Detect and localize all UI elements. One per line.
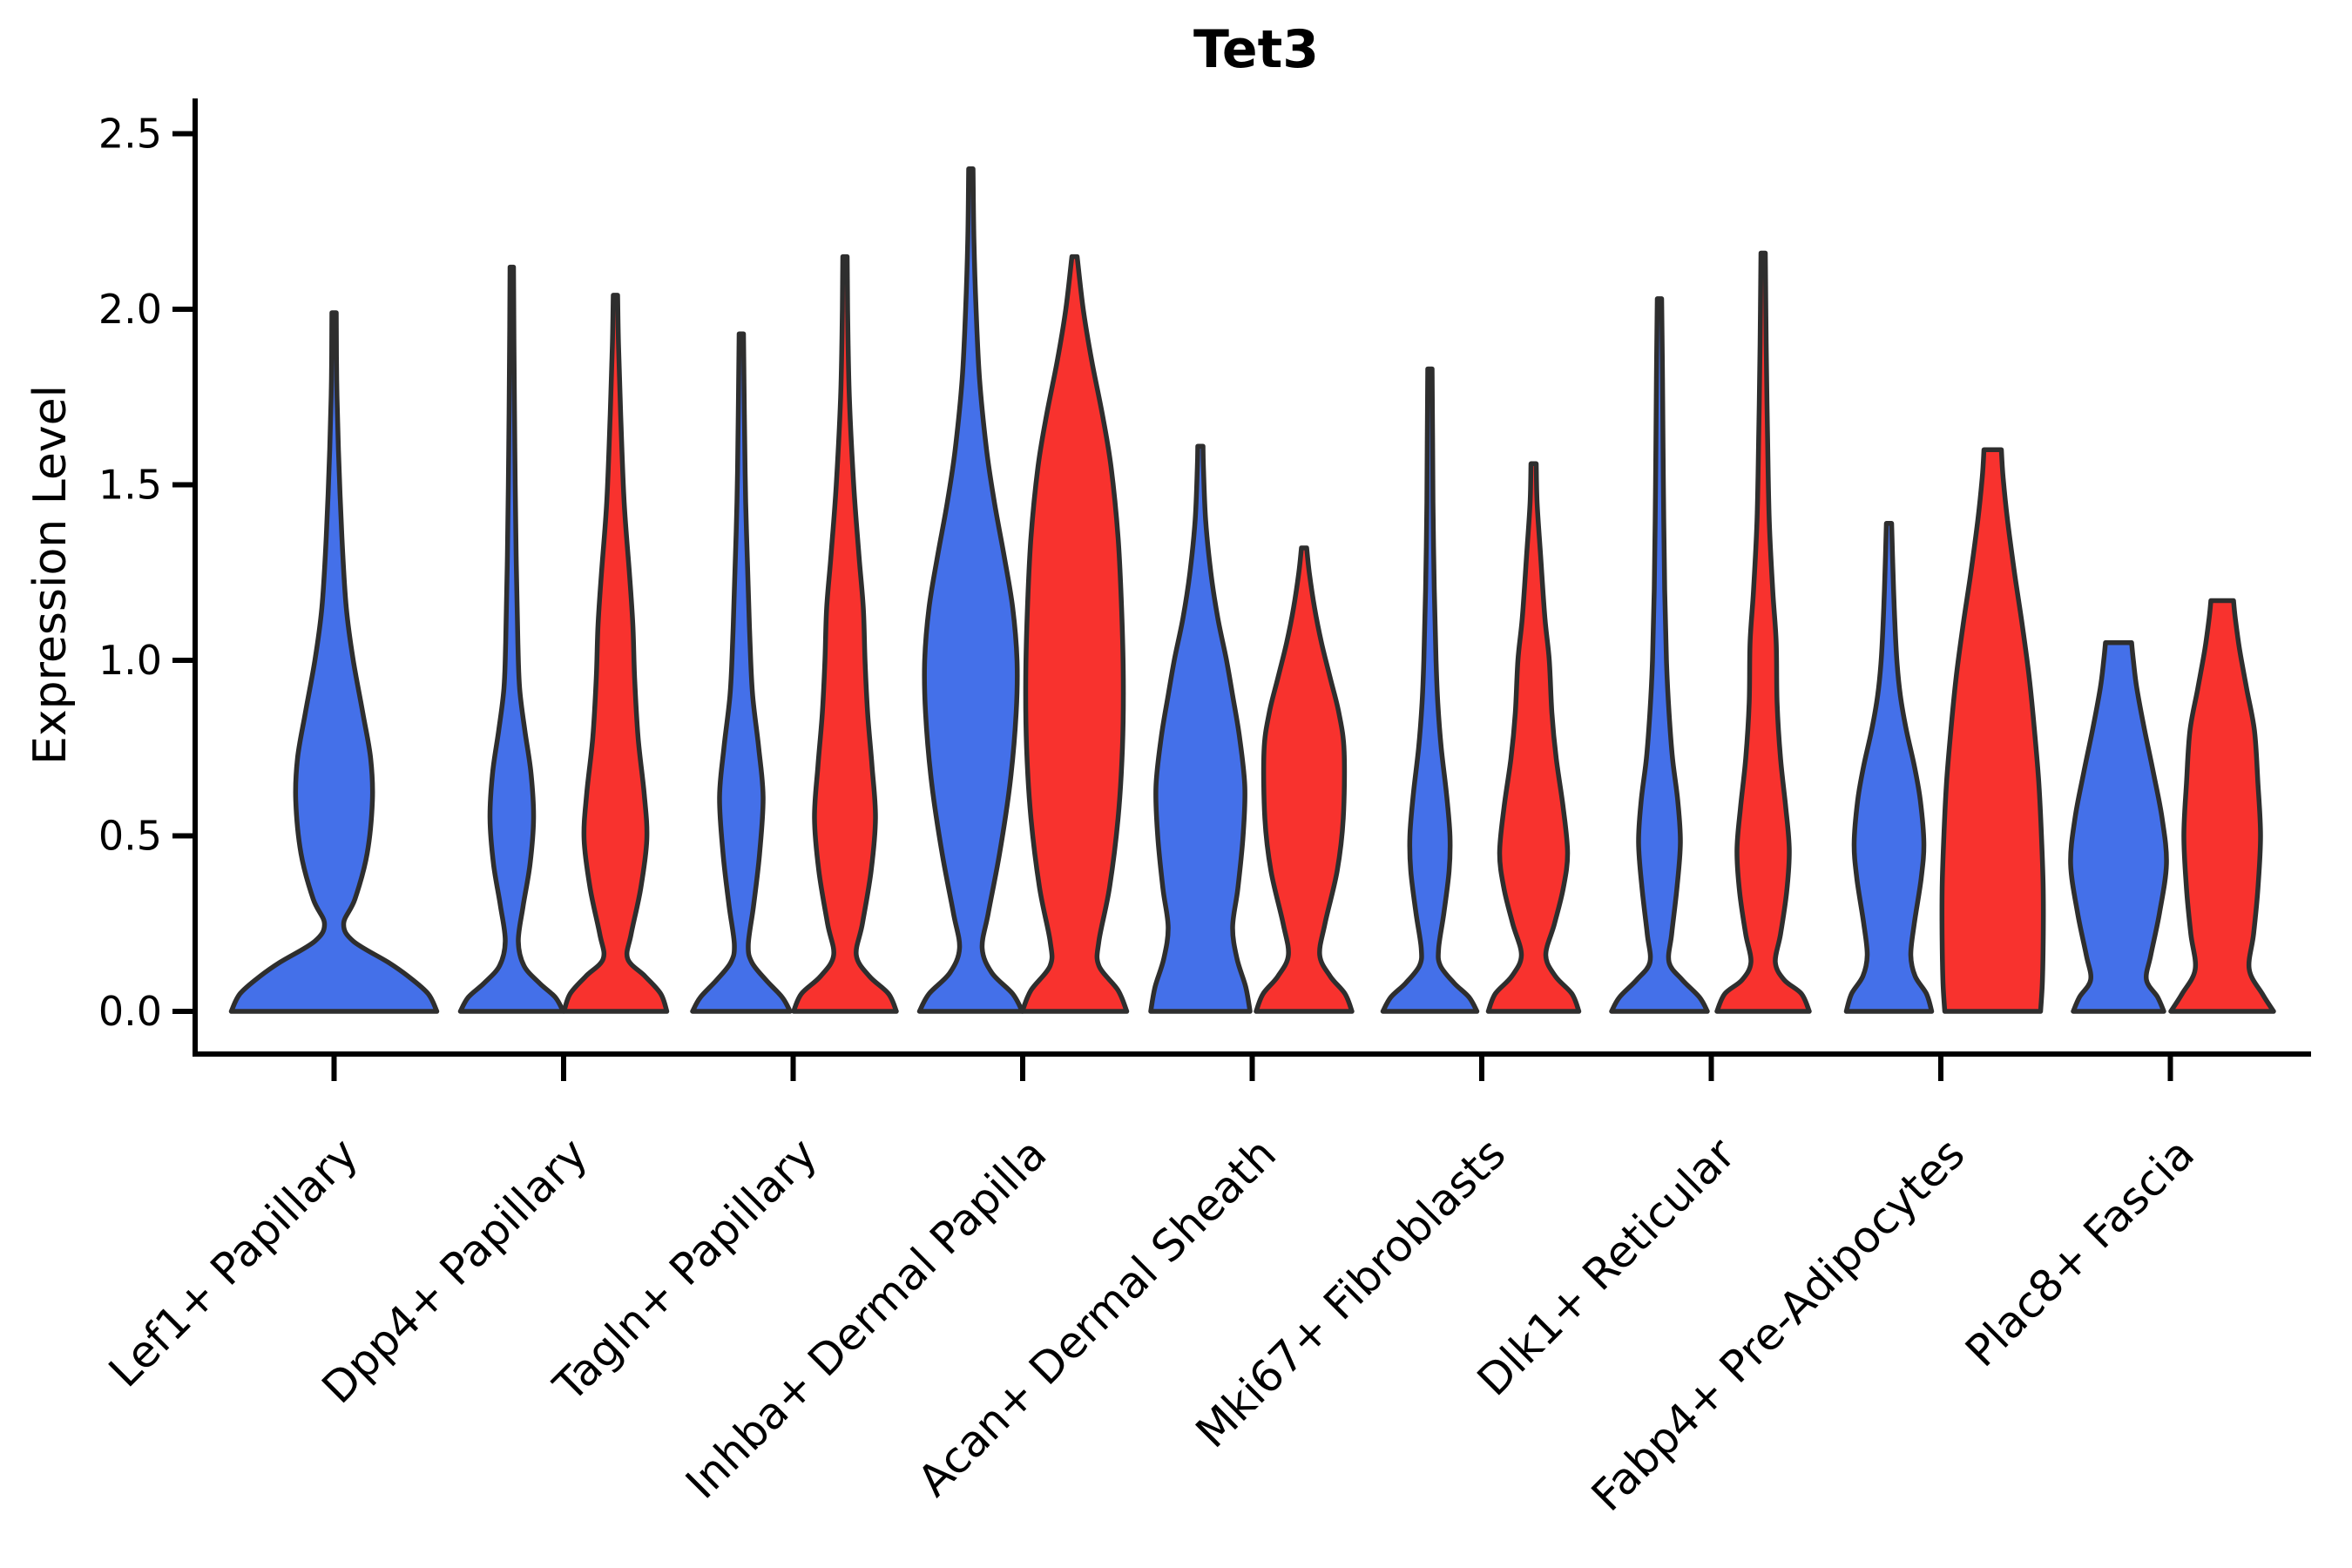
- violin-blue-lef1: [228, 310, 440, 1014]
- y-tick-label: 2.5: [98, 111, 162, 158]
- violin-red-dpp4: [561, 293, 670, 1014]
- violin-blue-mki67: [1380, 366, 1480, 1014]
- y-tick-label: 0.5: [98, 813, 162, 860]
- x-tick-label-lef1: Lef1+ Papillary: [99, 1128, 368, 1396]
- violin-blue-acan: [1148, 443, 1253, 1014]
- violin-red-plac8: [2168, 598, 2276, 1014]
- violin-red-fabp4: [1939, 447, 2046, 1014]
- violin-blue-dlk1: [1609, 296, 1710, 1014]
- violin-red-mki67: [1485, 461, 1582, 1014]
- y-tick-label: 1.0: [98, 637, 162, 684]
- violin-blue-tagln: [690, 331, 793, 1014]
- y-axis-label: Expression Level: [24, 384, 77, 766]
- x-tick-label-plac8: Plac8+ Fascia: [1956, 1128, 2204, 1376]
- violin-blue-plac8: [2068, 640, 2169, 1014]
- violin-red-acan: [1254, 545, 1355, 1014]
- violin-blue-dpp4: [457, 264, 566, 1014]
- y-tick-label: 2.0: [98, 286, 162, 333]
- violin-blue-fabp4: [1843, 521, 1935, 1014]
- violin-blue-inhba: [916, 166, 1025, 1014]
- y-tick-label: 0.0: [98, 988, 162, 1035]
- violin-red-inhba: [1019, 253, 1130, 1014]
- violin-red-tagln: [791, 253, 899, 1014]
- chart-title: Tet3: [1193, 19, 1320, 80]
- violin-red-dlk1: [1714, 250, 1812, 1014]
- y-tick-label: 1.5: [98, 462, 162, 509]
- x-tick-label-fabp4: Fabp4+ Pre-Adipocytes: [1582, 1128, 1975, 1521]
